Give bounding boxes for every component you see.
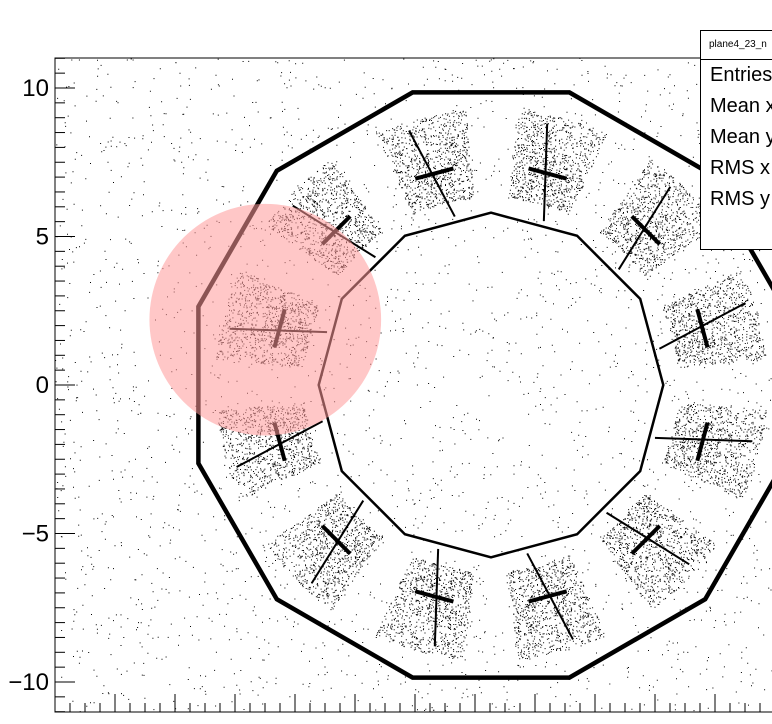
sector-bar-10 (528, 589, 568, 604)
sector-bar-9 (414, 589, 454, 604)
stats-entries-label: Entries (710, 64, 772, 86)
sector-bar-3 (528, 166, 568, 181)
y-tick-label: 5 (36, 224, 49, 251)
y-axis: 10 5 0 −5 −10 (8, 57, 761, 713)
stats-rms-x-label: RMS x (710, 157, 770, 179)
sector-cluster-11 (600, 495, 715, 608)
stats-mean-x-label: Mean x (710, 95, 772, 117)
sector-cluster-8 (268, 494, 383, 611)
sector-cluster-9 (376, 558, 474, 661)
sector-bar-8 (320, 524, 352, 556)
sector-cluster-1 (663, 271, 767, 368)
y-tick-label: 0 (36, 372, 49, 399)
sector-bar-12 (695, 422, 710, 462)
y-tick-label: 10 (22, 75, 49, 102)
sector-cluster-2 (600, 159, 714, 276)
y-tick-label: −5 (22, 521, 49, 548)
stats-box: plane4_23_n Entries Mean x Mean y RMS x … (700, 30, 772, 250)
sector-bar-11 (630, 524, 662, 556)
y-tick-label: −10 (8, 669, 49, 696)
outer-ring (196, 90, 772, 680)
stats-mean-y-label: Mean y (710, 126, 772, 148)
sector-bar-2 (630, 214, 662, 246)
stats-title: plane4_23_n (701, 31, 772, 60)
stats-rms-y-label: RMS y (710, 188, 770, 210)
sector-bar-1 (695, 308, 710, 348)
sector-cluster-10 (509, 555, 605, 660)
inner-ring (317, 211, 665, 559)
sector-cluster-12 (662, 404, 767, 499)
sector-cluster-3 (509, 111, 607, 215)
highlight-circle (149, 203, 382, 436)
sector-bar-4 (414, 166, 454, 181)
